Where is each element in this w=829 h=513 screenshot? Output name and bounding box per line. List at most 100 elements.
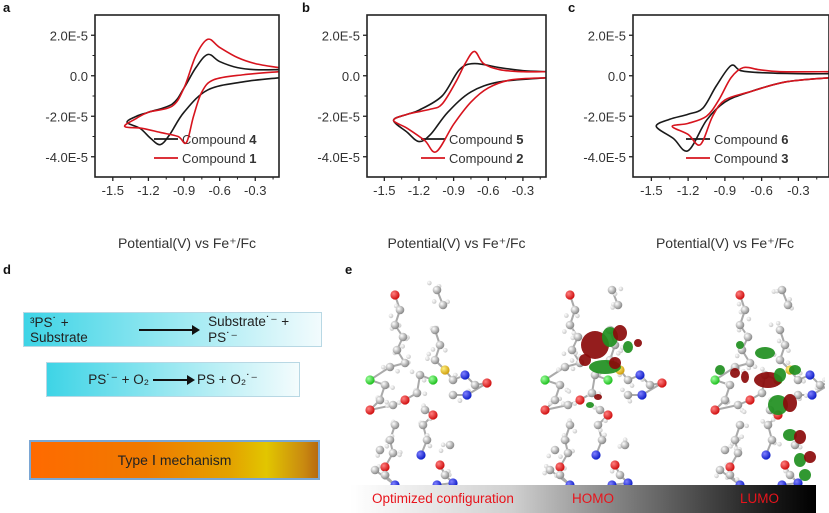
atom bbox=[555, 380, 565, 390]
y-tick-label: -2.0E-5 bbox=[45, 109, 88, 124]
atom bbox=[603, 410, 613, 420]
atom bbox=[567, 345, 577, 355]
molecule-optimized-configuration bbox=[365, 280, 492, 485]
atom bbox=[560, 435, 570, 445]
atom bbox=[710, 405, 720, 415]
y-tick-label: 2.0E-5 bbox=[322, 28, 360, 43]
x-tick-label: -1.5 bbox=[102, 183, 124, 198]
y-tick-label: 0.0 bbox=[608, 69, 626, 84]
atom bbox=[780, 340, 790, 350]
atom bbox=[550, 445, 560, 455]
molecule-lumo bbox=[710, 285, 825, 485]
atom bbox=[730, 435, 740, 445]
equation-1-products: Substrate˙⁻ + PS˙⁻ bbox=[208, 313, 290, 345]
atom bbox=[482, 378, 492, 388]
atom bbox=[560, 362, 570, 372]
atom bbox=[428, 375, 438, 385]
atom bbox=[775, 325, 785, 335]
atom bbox=[610, 460, 620, 470]
x-tick-label: -1.2 bbox=[137, 183, 159, 198]
orbital-lobe bbox=[715, 365, 725, 375]
x-axis-label: Potential(V) vs Fe⁺/Fc bbox=[118, 235, 256, 251]
atom bbox=[430, 325, 440, 335]
atom bbox=[623, 478, 633, 485]
atom bbox=[725, 470, 735, 480]
atom bbox=[375, 445, 385, 455]
x-tick-label: -0.9 bbox=[442, 183, 464, 198]
atom bbox=[725, 380, 735, 390]
atom bbox=[445, 440, 455, 450]
atom bbox=[388, 448, 398, 458]
atom bbox=[365, 405, 375, 415]
atom bbox=[432, 285, 442, 295]
atom bbox=[735, 320, 745, 330]
atom bbox=[777, 480, 787, 485]
orbital-lobe bbox=[594, 394, 602, 400]
plot-frame bbox=[366, 14, 547, 178]
x-tick-label: -1.2 bbox=[408, 183, 430, 198]
atom bbox=[720, 395, 730, 405]
atom bbox=[761, 450, 771, 460]
chart-b: -1.5 -1.2 -0.9 -0.6 -0.3 2.0E-5 0.0 -2.0E-5 -4.0… bbox=[317, 14, 547, 251]
plot-frame bbox=[94, 14, 280, 178]
atom bbox=[573, 332, 583, 342]
molecular-structures bbox=[365, 280, 825, 485]
legend-entry: Compound 6 bbox=[714, 132, 788, 147]
orbital-lobe bbox=[581, 331, 609, 359]
atom bbox=[392, 345, 402, 355]
y-tick-label: 0.0 bbox=[70, 69, 88, 84]
atom bbox=[375, 395, 385, 405]
atom bbox=[635, 370, 645, 380]
orbital-lobe bbox=[623, 341, 633, 353]
atom bbox=[430, 355, 440, 365]
atom bbox=[380, 380, 390, 390]
atom bbox=[540, 375, 550, 385]
orbital-lobe bbox=[613, 325, 627, 341]
y-tick-label: 2.0E-5 bbox=[50, 28, 88, 43]
atom bbox=[448, 390, 458, 400]
legend-entry: Compound 1 bbox=[182, 151, 256, 166]
y-tick-label: -4.0E-5 bbox=[583, 150, 626, 165]
panel-label-e: e bbox=[345, 262, 353, 277]
label-homo: HOMO bbox=[572, 491, 614, 506]
cv-charts: -1.5 -1.2 -0.9 -0.6 -0.3 2.0E-5 0.0 -2.0E-5 -4.0… bbox=[45, 14, 829, 251]
y-tick-label: -2.0E-5 bbox=[583, 109, 626, 124]
x-tick-label: -0.6 bbox=[750, 183, 772, 198]
orbital-lobe bbox=[730, 368, 740, 378]
atom bbox=[637, 390, 647, 400]
atom bbox=[462, 390, 472, 400]
panel-label-b: b bbox=[302, 0, 310, 15]
atom bbox=[555, 462, 565, 472]
atom bbox=[733, 448, 743, 458]
x-tick-label: -0.3 bbox=[512, 183, 534, 198]
atom bbox=[540, 405, 550, 415]
atom bbox=[607, 285, 617, 295]
orbital-lobe bbox=[794, 430, 806, 444]
atom bbox=[777, 285, 787, 295]
orbital-lobe bbox=[609, 357, 621, 369]
atom bbox=[767, 435, 777, 445]
atom bbox=[418, 420, 428, 430]
atom bbox=[390, 290, 400, 300]
atom bbox=[565, 320, 575, 330]
orbital-lobe bbox=[799, 469, 811, 481]
atom bbox=[735, 480, 745, 485]
orbital-label-bar bbox=[350, 485, 816, 513]
atom bbox=[793, 390, 803, 400]
atom bbox=[607, 480, 617, 485]
atom bbox=[380, 470, 390, 480]
atom bbox=[395, 305, 405, 315]
atom bbox=[783, 300, 793, 310]
orbital-lobe bbox=[755, 347, 775, 359]
x-tick-label: -0.3 bbox=[787, 183, 809, 198]
equation-1-reactants: ³PS˙ + Substrate bbox=[30, 314, 88, 345]
series-line-compound-4 bbox=[126, 53, 279, 146]
legend-entry: Compound 5 bbox=[449, 132, 523, 147]
legend-entry: Compound 4 bbox=[182, 132, 257, 147]
orbital-lobe bbox=[741, 371, 749, 383]
panel-label-c: c bbox=[568, 0, 576, 15]
label-lumo: LUMO bbox=[740, 491, 780, 506]
x-tick-label: -0.9 bbox=[714, 183, 736, 198]
atom bbox=[370, 465, 380, 475]
atom bbox=[448, 478, 458, 485]
